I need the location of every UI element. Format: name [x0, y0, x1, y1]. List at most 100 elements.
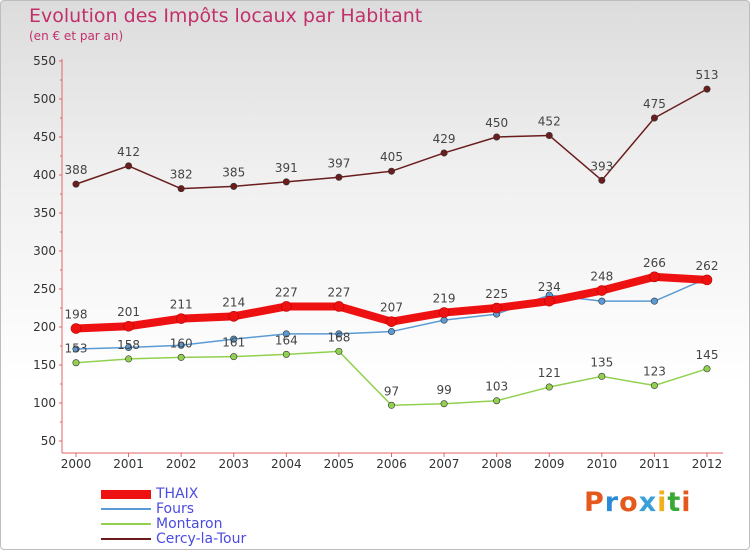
data-label: 452 [538, 114, 561, 128]
data-point [230, 353, 238, 361]
data-label: 161 [222, 336, 245, 350]
data-label: 219 [433, 292, 456, 306]
data-label: 412 [117, 145, 140, 159]
data-label: 227 [327, 285, 350, 299]
data-label: 450 [485, 116, 508, 130]
data-point [596, 285, 608, 296]
data-label: 382 [170, 168, 193, 182]
legend-label: Montaron [156, 516, 223, 532]
y-tick-label: 550 [33, 54, 56, 68]
data-point [703, 365, 711, 373]
axes: 50 100 150 200 250 300 350 400 450 500 550 2000 2001… [33, 54, 723, 471]
data-point [123, 320, 134, 332]
data-point [175, 313, 187, 324]
y-tick-label: 100 [33, 396, 56, 410]
data-point [333, 301, 345, 312]
data-label: 225 [485, 287, 508, 301]
data-label: 158 [117, 338, 140, 352]
legend-label: Cercy-la-Tour [156, 531, 247, 547]
data-point [387, 167, 395, 175]
data-label: 513 [696, 68, 719, 82]
data-label: 198 [65, 308, 88, 322]
data-point [177, 185, 185, 193]
y-tick-label: 350 [33, 206, 56, 220]
data-point [650, 114, 658, 122]
data-point [701, 274, 713, 286]
y-tick-label: 400 [33, 168, 56, 182]
data-point [230, 335, 238, 343]
data-label: 201 [117, 305, 140, 319]
data-point [177, 341, 185, 349]
legend-label: Fours [156, 501, 195, 517]
logo-letter: i [681, 487, 692, 518]
data-point [440, 149, 448, 157]
logo-letter: r [604, 487, 620, 518]
series-layer [70, 85, 713, 409]
data-label: 385 [222, 165, 245, 179]
data-label: 160 [170, 336, 193, 350]
data-point [335, 347, 343, 355]
data-point [545, 383, 553, 391]
data-label: 99 [436, 383, 451, 397]
data-point [491, 302, 502, 314]
x-tick-label: 2007 [429, 457, 460, 471]
x-tick-label: 2005 [324, 457, 355, 471]
x-tick-label: 2010 [587, 457, 618, 471]
y-tick-label: 200 [33, 320, 56, 334]
data-label: 429 [433, 132, 456, 146]
data-point [650, 382, 658, 390]
data-point [703, 85, 711, 93]
y-tick-label: 500 [33, 92, 56, 106]
data-label: 227 [275, 285, 298, 299]
y-tick-label: 450 [33, 130, 56, 144]
data-point [70, 323, 82, 334]
data-point [282, 178, 290, 186]
data-label: 266 [643, 256, 666, 270]
logo-letter: P [584, 487, 605, 518]
data-label: 397 [327, 156, 350, 170]
data-label: 262 [696, 259, 719, 273]
data-point [282, 330, 290, 338]
y-tick-label: 150 [33, 358, 56, 372]
data-point [598, 372, 606, 380]
legend-swatch [101, 538, 151, 540]
x-tick-label: 2002 [166, 457, 197, 471]
data-point [386, 316, 397, 327]
legend-swatch [101, 523, 151, 525]
data-point [228, 311, 240, 322]
logo-letter: t [667, 487, 682, 518]
data-labels-layer: 388 412 382 385 391 397 405 429 450 452 393 475 513 1… [65, 68, 719, 398]
x-tick-label: 2009 [534, 457, 565, 471]
data-point [493, 133, 501, 141]
data-label: 405 [380, 150, 403, 164]
x-tick-label: 2011 [639, 457, 670, 471]
data-label: 393 [590, 159, 613, 173]
data-point [387, 401, 395, 409]
legend-swatch [101, 508, 151, 510]
data-label: 153 [65, 342, 88, 356]
data-point [177, 353, 185, 361]
data-label: 475 [643, 97, 666, 111]
data-point [72, 180, 80, 188]
data-label: 164 [275, 333, 298, 347]
data-point [72, 345, 80, 353]
data-point [230, 182, 238, 190]
data-point [335, 330, 343, 338]
data-point [281, 301, 292, 312]
logo-letter: x [638, 487, 658, 518]
data-point [125, 355, 133, 363]
data-point [387, 328, 395, 336]
data-point [650, 297, 658, 305]
data-label: 97 [384, 384, 399, 398]
data-point [598, 297, 606, 305]
data-label: 207 [380, 301, 403, 315]
x-tick-label: 2008 [481, 457, 512, 471]
data-point [493, 397, 501, 405]
x-tick-label: 2001 [113, 457, 144, 471]
y-tick-label: 250 [33, 282, 56, 296]
data-point [335, 173, 343, 181]
data-point [282, 350, 290, 358]
data-point [649, 271, 660, 283]
data-label: 214 [222, 295, 245, 309]
